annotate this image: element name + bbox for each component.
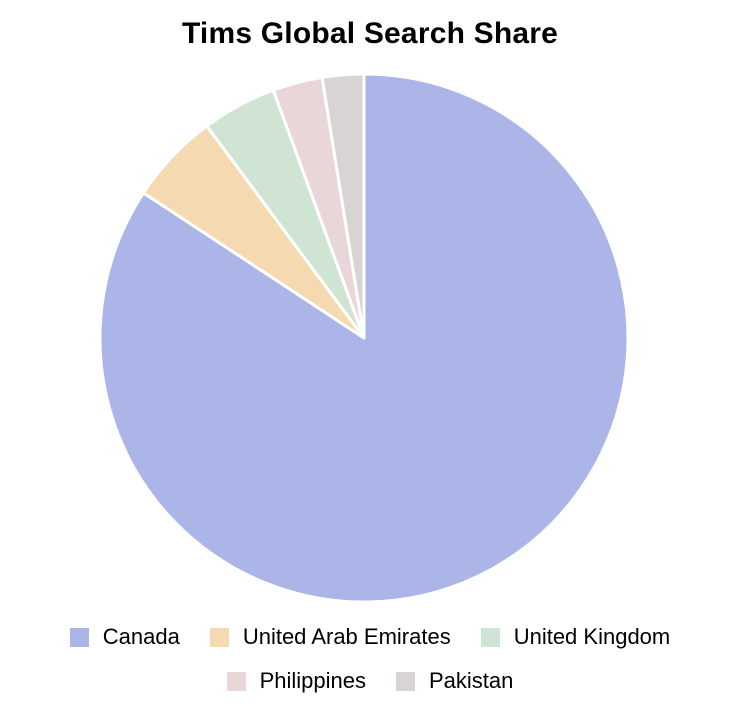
legend-label: Philippines [259, 668, 366, 693]
legend-label: Canada [102, 624, 180, 649]
pie-slice-pakistan [320, 72, 366, 340]
pie-slices [98, 72, 630, 604]
legend-row-2: Philippines Pakistan [0, 667, 740, 695]
legend-item-united-kingdom: United Kingdom [480, 623, 671, 651]
legend-item-philippines: Philippines [226, 667, 366, 695]
legend-row-1: Canada United Arab Emirates United Kingdom [0, 623, 740, 651]
legend-label: United Kingdom [513, 624, 671, 649]
chart-title: Tims Global Search Share [181, 17, 559, 50]
legend-item-pakistan: Pakistan [396, 667, 513, 695]
legend-swatch [226, 671, 246, 691]
legend-label: Pakistan [429, 668, 514, 693]
legend-swatch [209, 627, 229, 647]
legend-swatch [69, 627, 89, 647]
legend-item-united-arab-emirates: United Arab Emirates [209, 623, 451, 651]
legend-label: United Arab Emirates [242, 624, 451, 649]
legend-swatch [480, 627, 500, 647]
legend-item-canada: Canada [69, 623, 180, 651]
legend-swatch [396, 671, 415, 691]
